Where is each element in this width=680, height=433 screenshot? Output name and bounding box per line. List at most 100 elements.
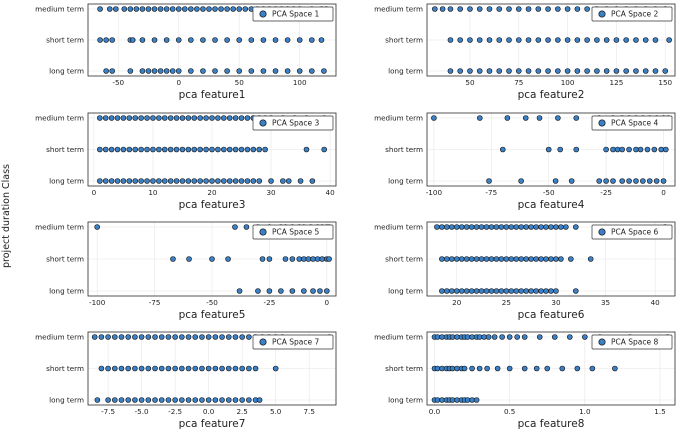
legend-box <box>591 224 673 240</box>
data-point <box>97 178 103 184</box>
data-point <box>305 256 312 262</box>
data-point <box>545 68 551 74</box>
data-point <box>221 178 227 184</box>
data-point <box>525 68 532 74</box>
data-point <box>197 115 203 121</box>
data-point <box>280 178 286 184</box>
data-point <box>103 37 109 43</box>
data-point <box>212 397 219 403</box>
legend-marker <box>259 119 267 127</box>
data-point <box>278 288 284 294</box>
data-point <box>483 224 490 230</box>
data-point <box>172 365 178 372</box>
data-point <box>246 365 252 372</box>
data-point <box>538 224 544 230</box>
data-point <box>91 334 98 340</box>
data-point <box>486 37 493 43</box>
data-point <box>485 334 492 340</box>
data-point <box>589 365 596 372</box>
data-point <box>515 37 522 43</box>
data-point <box>126 115 133 121</box>
data-point <box>212 37 218 43</box>
data-point <box>301 288 307 294</box>
data-point <box>158 365 165 372</box>
data-point <box>152 397 158 403</box>
legend-label: PCA Space 1 <box>272 10 320 19</box>
plot-frame <box>426 221 676 297</box>
data-point <box>102 115 109 121</box>
data-point <box>209 146 215 153</box>
data-point <box>125 334 132 340</box>
data-point <box>225 365 232 372</box>
data-point <box>308 37 315 43</box>
x-tick-label: 40 <box>326 188 336 197</box>
legend-box <box>252 115 334 131</box>
data-point <box>444 288 450 294</box>
data-point <box>173 115 180 121</box>
x-axis-label: pca feature8 <box>518 418 585 430</box>
data-point <box>199 365 205 372</box>
x-axis-label: pca feature2 <box>518 89 585 101</box>
data-point <box>156 178 162 184</box>
data-point <box>192 334 199 340</box>
data-point <box>218 6 224 12</box>
data-point <box>238 178 245 184</box>
data-point <box>156 146 162 153</box>
data-point <box>188 37 194 43</box>
data-point <box>212 365 219 372</box>
data-point <box>652 37 659 43</box>
data-point <box>587 256 594 262</box>
data-point <box>225 256 231 262</box>
data-point <box>284 68 291 74</box>
data-point <box>109 37 115 43</box>
data-point <box>467 68 473 74</box>
data-point <box>219 334 225 340</box>
data-point <box>248 37 255 43</box>
data-point <box>646 178 653 184</box>
data-point <box>145 6 152 12</box>
legend-label: PCA Space 3 <box>272 119 320 128</box>
data-point <box>521 365 528 372</box>
data-point <box>98 334 105 340</box>
data-point <box>439 288 445 294</box>
data-point <box>230 6 236 12</box>
data-point <box>515 68 522 74</box>
y-tick-label: medium term <box>374 5 423 14</box>
data-point <box>493 224 500 230</box>
legend-marker <box>598 228 606 236</box>
data-point <box>109 68 115 74</box>
data-point <box>523 224 530 230</box>
data-point <box>133 6 140 12</box>
data-point <box>200 68 206 74</box>
data-point <box>619 146 625 153</box>
data-point <box>538 256 544 262</box>
data-point <box>224 68 230 74</box>
data-point <box>145 68 152 74</box>
data-point <box>232 365 239 372</box>
x-tick-label: -100 <box>89 298 106 307</box>
data-point <box>262 146 268 153</box>
data-point <box>508 288 515 294</box>
data-point <box>633 37 639 43</box>
data-point <box>173 146 180 153</box>
data-point <box>215 115 221 121</box>
data-point <box>662 68 669 74</box>
data-point <box>486 68 493 74</box>
x-tick-label: 125 <box>610 78 624 87</box>
data-point <box>232 397 239 403</box>
data-point <box>594 68 600 74</box>
legend-label: PCA Space 8 <box>611 338 659 347</box>
data-point <box>318 37 325 43</box>
data-point <box>158 334 165 340</box>
legend-label: PCA Space 5 <box>272 228 320 237</box>
y-tick-label: medium term <box>35 5 84 14</box>
y-tick-label: short term <box>46 36 84 45</box>
legend-marker <box>598 119 606 127</box>
data-point <box>319 256 326 262</box>
data-point <box>548 256 554 262</box>
plot-frame <box>87 112 337 187</box>
x-tick-label: -25 <box>264 298 276 307</box>
x-tick-label: 0.0 <box>203 407 215 416</box>
chart-panel-4: long term short term medium term -100 -75 -50… <box>374 112 676 211</box>
data-point <box>488 256 495 262</box>
